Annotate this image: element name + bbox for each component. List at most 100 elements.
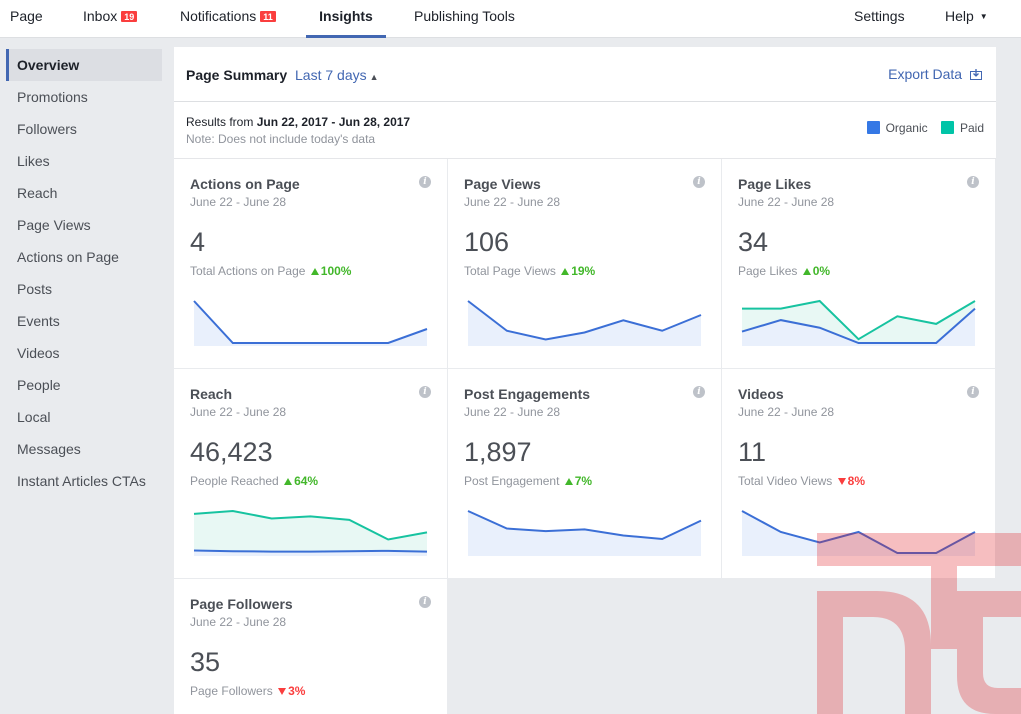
- sidebar-item-events[interactable]: Events: [17, 313, 60, 329]
- nav-tab-inbox[interactable]: Inbox 19: [83, 0, 139, 38]
- sidebar-item-page-views[interactable]: Page Views: [17, 217, 91, 233]
- organic-series-area: [742, 511, 975, 556]
- card-delta-value: 100%: [320, 264, 352, 278]
- card-reach[interactable]: Reach June 22 - June 28 i 46,423 People …: [174, 369, 447, 578]
- results-note: Note: Does not include today's data: [186, 132, 376, 146]
- info-icon[interactable]: i: [693, 176, 705, 188]
- insights-sidebar: Overview Promotions Followers Likes Reac…: [6, 49, 162, 497]
- card-title: Page Views: [464, 176, 541, 192]
- card-delta: 8%: [837, 474, 865, 488]
- card-value: 1,897: [464, 437, 532, 467]
- paid-series-line: [193, 509, 428, 541]
- sidebar-item-overview[interactable]: Overview: [6, 49, 162, 81]
- sidebar-item-people[interactable]: People: [17, 377, 61, 393]
- card-value: 11: [738, 437, 767, 467]
- sidebar-item-local[interactable]: Local: [17, 409, 51, 425]
- caret-down-icon: ▼: [979, 12, 988, 21]
- card-metric-label: Page Followers: [190, 684, 273, 698]
- sidebar-item-actions-on-page[interactable]: Actions on Page: [17, 249, 119, 265]
- nav-tab-settings[interactable]: Settings: [854, 0, 905, 38]
- nav-tab-page[interactable]: Page: [10, 0, 43, 38]
- results-range-text: Results from Jun 22, 2017 - Jun 28, 2017: [186, 115, 410, 129]
- nav-tab-notifications[interactable]: Notifications 11: [180, 0, 277, 38]
- card-page-followers[interactable]: Page Followers June 22 - June 28 i 35 Pa…: [174, 579, 447, 714]
- nav-tab-publishing-tools-label: Publishing Tools: [414, 8, 515, 24]
- sparkline-chart: [467, 300, 702, 346]
- organic-series-area: [468, 301, 701, 346]
- card-actions-on-page[interactable]: Actions on Page June 22 - June 28 i 4 To…: [174, 159, 447, 368]
- card-metric-label: Post Engagement: [464, 474, 560, 488]
- nav-tab-inbox-label: Inbox: [83, 8, 118, 24]
- nav-tab-help-label: Help: [945, 8, 974, 24]
- arrow-up-icon: [802, 268, 811, 275]
- card-post-engagements[interactable]: Post Engagements June 22 - June 28 i 1,8…: [448, 369, 721, 578]
- card-page-likes[interactable]: Page Likes June 22 - June 28 i 34 Page L…: [722, 159, 995, 368]
- nav-tab-help[interactable]: Help ▼: [945, 0, 988, 38]
- info-icon[interactable]: i: [419, 386, 431, 398]
- arrow-up-icon: [561, 268, 570, 275]
- arrow-down-icon: [278, 688, 287, 695]
- card-title: Actions on Page: [190, 176, 300, 192]
- nav-tab-publishing-tools[interactable]: Publishing Tools: [414, 0, 515, 38]
- sidebar-item-instant-articles-ctas[interactable]: Instant Articles CTAs: [17, 473, 146, 489]
- legend-paid: Paid: [940, 121, 984, 135]
- notifications-count-badge: 11: [259, 10, 277, 23]
- sidebar-item-videos[interactable]: Videos: [17, 345, 60, 361]
- sidebar-item-reach[interactable]: Reach: [17, 185, 58, 201]
- card-delta-value: 0%: [812, 264, 831, 278]
- card-delta-value: 64%: [294, 474, 319, 488]
- card-metric: Total Video Views 8%: [738, 474, 865, 488]
- arrow-up-icon: [564, 478, 573, 485]
- card-metric: People Reached 64%: [190, 474, 318, 488]
- organic-series-line: [467, 300, 702, 341]
- card-delta: 0%: [802, 264, 831, 278]
- sparkline-chart: [193, 509, 428, 556]
- card-title: Page Followers: [190, 596, 293, 612]
- card-title: Reach: [190, 386, 233, 402]
- card-date-range: June 22 - June 28: [464, 405, 561, 419]
- card-delta: 3%: [278, 684, 305, 698]
- card-date-range: June 22 - June 28: [464, 195, 561, 209]
- card-metric-label: Total Actions on Page: [190, 264, 306, 278]
- card-delta-value: 19%: [571, 264, 596, 278]
- export-icon: [970, 69, 982, 80]
- sidebar-item-followers[interactable]: Followers: [17, 121, 77, 137]
- card-delta-value: 8%: [847, 474, 865, 488]
- card-title: Post Engagements: [464, 386, 591, 402]
- page-summary-header: Page Summary Last 7 days ▲︎ Export Data: [174, 47, 996, 102]
- card-value: 35: [190, 647, 221, 677]
- info-icon[interactable]: i: [419, 596, 431, 608]
- organic-series-line: [193, 549, 428, 553]
- results-info-bar: Results from Jun 22, 2017 - Jun 28, 2017…: [174, 102, 996, 159]
- card-value: 34: [738, 227, 769, 257]
- card-page-views[interactable]: Page Views June 22 - June 28 i 106 Total…: [448, 159, 721, 368]
- organic-series-line: [193, 300, 428, 344]
- info-icon[interactable]: i: [419, 176, 431, 188]
- inbox-count-badge: 19: [120, 10, 139, 23]
- sparkline-chart: [741, 299, 976, 346]
- info-icon[interactable]: i: [693, 386, 705, 398]
- card-videos[interactable]: Videos June 22 - June 28 i 11 Total Vide…: [722, 369, 995, 578]
- card-metric-label: Total Video Views: [738, 474, 833, 488]
- card-value: 46,423: [190, 437, 273, 467]
- nav-tab-settings-label: Settings: [854, 8, 905, 24]
- sidebar-item-posts[interactable]: Posts: [17, 281, 53, 297]
- page-top-nav: Page Inbox 19 Notifications 11 Insights Pu…: [0, 0, 1021, 38]
- card-metric: Page Likes 0%: [738, 264, 830, 278]
- info-icon[interactable]: i: [967, 176, 979, 188]
- sparkline-chart: [741, 510, 976, 556]
- info-icon[interactable]: i: [967, 386, 979, 398]
- nav-tab-insights[interactable]: Insights: [306, 0, 386, 38]
- sidebar-item-likes[interactable]: Likes: [17, 153, 50, 169]
- date-range-label: Last 7 days: [295, 67, 367, 83]
- nav-tab-page-label: Page: [10, 8, 43, 24]
- organic-series-line: [741, 307, 976, 344]
- sidebar-item-promotions[interactable]: Promotions: [17, 89, 88, 105]
- date-range-dropdown[interactable]: Last 7 days ▲︎: [295, 67, 379, 83]
- sidebar-item-messages[interactable]: Messages: [17, 441, 81, 457]
- card-delta: 7%: [564, 474, 592, 488]
- legend-organic: Organic: [866, 121, 928, 135]
- legend-paid-swatch: [940, 121, 954, 134]
- export-data-link[interactable]: Export Data: [888, 66, 982, 82]
- export-data-label: Export Data: [888, 66, 963, 82]
